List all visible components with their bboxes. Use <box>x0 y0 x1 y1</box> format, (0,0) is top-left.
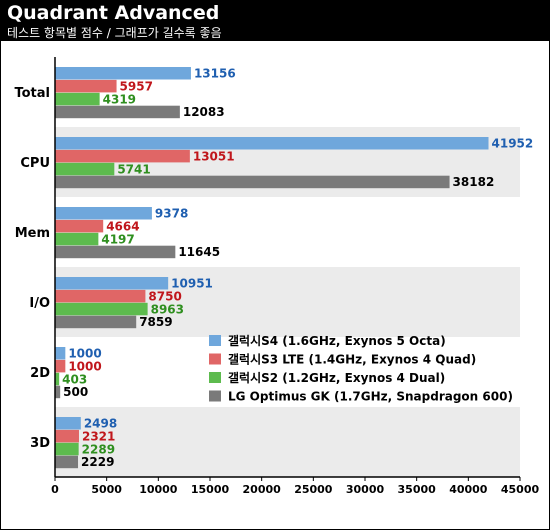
bar <box>55 289 146 303</box>
data-label: 4197 <box>101 232 134 246</box>
data-label: 10951 <box>171 277 213 291</box>
chart-subtitle: 테스트 항목별 점수 / 그래프가 길수록 좋음 <box>7 26 222 40</box>
legend-swatch <box>209 372 221 383</box>
bar <box>55 67 191 80</box>
x-tick-label: 30000 <box>346 483 385 496</box>
bar <box>55 417 81 430</box>
chart-header: Quadrant Advanced 테스트 항목별 점수 / 그래프가 길수록 … <box>1 1 549 41</box>
category-label: CPU <box>20 156 50 171</box>
data-label: 13051 <box>193 149 235 163</box>
x-tick-label: 40000 <box>449 483 488 496</box>
data-label: 12083 <box>183 105 225 119</box>
data-label: 9378 <box>155 207 188 221</box>
bar <box>55 219 104 233</box>
data-label: 403 <box>62 372 87 386</box>
legend-swatch <box>209 335 221 346</box>
bar <box>55 359 66 373</box>
bar <box>55 79 117 93</box>
bar <box>55 137 489 150</box>
bar <box>55 277 169 290</box>
data-label: 2498 <box>84 417 117 431</box>
data-label: 38182 <box>453 175 495 189</box>
bar <box>55 302 148 316</box>
category-label: Mem <box>15 226 50 241</box>
x-tick-label: 5000 <box>91 483 122 496</box>
bar <box>55 105 180 119</box>
bar <box>55 385 61 399</box>
data-label: 2229 <box>81 455 114 469</box>
data-label: 8750 <box>148 289 181 303</box>
data-label: 2321 <box>82 429 115 443</box>
bar <box>55 232 99 246</box>
bar <box>55 429 79 443</box>
legend-label: 갤럭시S4 (1.6GHz, Exynos 5 Octa) <box>228 334 446 348</box>
legend-label: LG Optimus GK (1.7GHz, Snapdragon 600) <box>228 390 513 404</box>
x-tick-label: 20000 <box>243 483 282 496</box>
x-tick-label: 0 <box>51 483 59 496</box>
bar <box>55 315 137 329</box>
legend-label: 갤럭시S3 LTE (1.4GHz, Exynos 4 Quad) <box>228 353 476 367</box>
data-label: 4664 <box>106 219 139 233</box>
bar <box>55 442 79 456</box>
category-label: 2D <box>30 366 50 381</box>
data-label: 500 <box>63 385 88 399</box>
bar <box>55 245 176 259</box>
x-tick-label: 15000 <box>191 483 230 496</box>
bar <box>55 149 190 163</box>
bar <box>55 162 115 176</box>
bar <box>55 372 60 386</box>
category-label: Total <box>14 86 50 101</box>
category-label: 3D <box>30 436 50 451</box>
data-label: 41952 <box>492 137 534 151</box>
data-label: 5957 <box>120 79 153 93</box>
category-label: I/O <box>29 296 50 311</box>
bar <box>55 175 450 189</box>
data-label: 1000 <box>68 359 101 373</box>
chart-title: Quadrant Advanced <box>7 2 220 24</box>
data-label: 2289 <box>82 442 115 456</box>
data-label: 4319 <box>103 92 136 106</box>
data-label: 1000 <box>68 347 101 361</box>
x-tick-label: 35000 <box>398 483 437 496</box>
legend-swatch <box>209 390 221 402</box>
data-label: 7859 <box>139 315 172 329</box>
category-band <box>55 407 520 477</box>
data-label: 5741 <box>117 162 150 176</box>
bar <box>55 347 66 360</box>
x-tick-label: 45000 <box>501 483 540 496</box>
data-label: 13156 <box>194 67 236 81</box>
legend-label: 갤럭시S2 (1.2GHz, Exynos 4 Dual) <box>228 371 445 385</box>
x-tick-label: 25000 <box>294 483 333 496</box>
bar <box>55 455 79 469</box>
data-label: 11645 <box>178 245 220 259</box>
x-tick-label: 10000 <box>139 483 178 496</box>
legend-swatch <box>209 353 221 365</box>
bar <box>55 207 152 220</box>
bar <box>55 92 100 106</box>
data-label: 8963 <box>151 302 184 316</box>
